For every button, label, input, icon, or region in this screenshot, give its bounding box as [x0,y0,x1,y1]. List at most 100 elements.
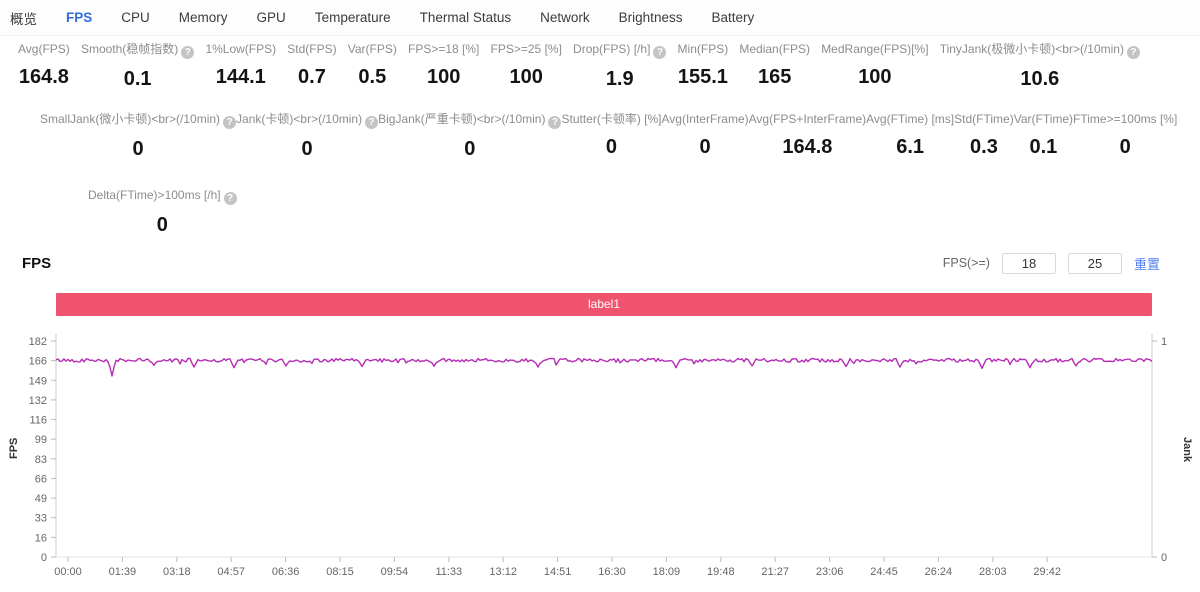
stat-label: Avg(FPS) [18,42,70,56]
stat-card: MedRange(FPS)[%] 100 [821,42,928,89]
stat-card: Var(FTime) 0.1 [1014,112,1073,159]
y-axis-title-fps: FPS [8,438,20,459]
fps-line-series [55,357,1153,377]
stat-label: Var(FPS) [347,42,397,56]
stat-card: Avg(FTime) [ms] 6.1 [866,112,954,159]
section-title: FPS [22,254,52,272]
svg-text:116: 116 [29,415,47,427]
help-icon[interactable]: ? [653,46,667,59]
fps-chart[interactable]: 182 166 149 132 116 99 83 66 49 33 16 0 1 0 00:00 01:39… [0,322,1200,580]
stat-card: 1%Low(FPS) 144.1 [205,42,276,89]
stat-label: Stutter(卡顿率) [%] [561,112,662,126]
top-nav: 概览 FPS CPU Memory GPU Temperature Thermal Stat… [0,0,1200,36]
tab-overview[interactable]: 概览 [10,11,37,27]
svg-text:16:30: 16:30 [598,566,626,578]
tab-battery[interactable]: Battery [711,10,755,25]
stat-card: Drop(FPS) [/h]? 1.9 [573,42,667,91]
stats-row-3: Delta(FTime)>100ms [/h]? 0 [0,180,1200,242]
stat-card: Delta(FTime)>100ms [/h]? 0 [88,188,237,237]
stat-value: 0.5 [358,66,387,88]
stat-label: Jank(卡顿)<br>(/10min)? [236,112,379,129]
stat-card: FTime>=100ms [%] 0 [1073,112,1177,159]
stat-value: 1.9 [605,68,634,90]
svg-text:99: 99 [35,434,47,446]
stat-label: Min(FPS) [677,42,729,56]
stats-row-2: SmallJank(微小卡顿)<br>(/10min)? 0 Jank(卡顿)<br… [0,102,1200,180]
stat-label: Smooth(稳帧指数)? [81,42,195,59]
stat-value: 100 [858,66,892,88]
svg-text:16: 16 [35,532,47,544]
stat-label: BigJank(严重卡顿)<br>(/10min)? [378,112,562,129]
help-icon[interactable]: ? [181,46,195,59]
fps-section-header: FPS FPS(>=) 重置 [0,242,1200,284]
stat-label: SmallJank(微小卡顿)<br>(/10min)? [40,112,237,129]
svg-text:19:48: 19:48 [707,566,735,578]
stat-value: 164.8 [782,136,833,158]
tab-thermal-status[interactable]: Thermal Status [419,10,512,25]
svg-text:149: 149 [29,375,47,387]
help-icon[interactable]: ? [365,116,379,129]
svg-text:166: 166 [29,356,47,368]
tab-temperature[interactable]: Temperature [314,10,391,25]
stat-label: Avg(InterFrame) [661,112,749,126]
svg-text:00:00: 00:00 [54,566,82,578]
fps-threshold-high-input[interactable] [1067,252,1122,274]
stat-card: Std(FPS) 0.7 [287,42,336,89]
tab-memory[interactable]: Memory [178,10,228,25]
help-icon[interactable]: ? [223,192,237,205]
svg-text:03:18: 03:18 [163,566,191,578]
tab-fps[interactable]: FPS [66,10,93,25]
stat-value: 0.1 [1029,136,1058,158]
svg-text:49: 49 [35,493,47,505]
svg-text:18:09: 18:09 [653,566,681,578]
help-icon[interactable]: ? [223,116,237,129]
svg-text:26:24: 26:24 [925,566,953,578]
stat-label: Median(FPS) [739,42,811,56]
stat-label: Std(FPS) [287,42,337,56]
stat-card: Std(FTime) 0.3 [954,112,1014,159]
stat-card: TinyJank(极微小卡顿)<br>(/10min)? 10.6 [940,42,1140,91]
svg-text:06:36: 06:36 [272,566,300,578]
svg-text:23:06: 23:06 [816,566,844,578]
stat-value: 164.8 [18,66,69,88]
stat-label: Avg(FTime) [ms] [866,112,955,126]
stat-label: TinyJank(极微小卡顿)<br>(/10min)? [940,42,1140,59]
stat-label: Delta(FTime)>100ms [/h]? [88,188,237,205]
stat-label: Std(FTime) [954,112,1014,126]
stat-card: BigJank(严重卡顿)<br>(/10min)? 0 [378,112,562,161]
stat-label: FTime>=100ms [%] [1073,112,1178,126]
stat-card: Jank(卡顿)<br>(/10min)? 0 [236,112,379,161]
tab-gpu[interactable]: GPU [256,10,286,25]
svg-text:11:33: 11:33 [435,566,462,578]
legend-label1[interactable]: label1 [56,293,1152,316]
svg-text:09:54: 09:54 [381,566,409,578]
svg-text:28:03: 28:03 [979,566,1007,578]
y-axis-title-jank: Jank [1181,437,1193,463]
tab-cpu[interactable]: CPU [121,10,150,25]
help-icon[interactable]: ? [1126,46,1140,59]
svg-text:66: 66 [35,473,47,485]
svg-text:83: 83 [35,454,47,466]
stat-value: 155.1 [677,66,728,88]
fps-threshold-low-input[interactable] [1001,252,1056,274]
stat-label: MedRange(FPS)[%] [821,42,929,56]
svg-text:0: 0 [41,552,47,564]
svg-text:29:42: 29:42 [1033,566,1061,578]
svg-text:14:51: 14:51 [544,566,572,578]
stat-card: SmallJank(微小卡顿)<br>(/10min)? 0 [40,112,237,161]
stat-value: 0.1 [123,68,152,90]
stat-value: 144.1 [215,66,266,88]
fps-threshold-filter: FPS(>=) 重置 [943,252,1160,274]
help-icon[interactable]: ? [548,116,562,129]
stat-value: 6.1 [896,136,925,158]
reset-button[interactable]: 重置 [1133,256,1160,272]
svg-text:0: 0 [1161,552,1167,564]
stat-label: FPS>=18 [%] [408,42,480,56]
tab-network[interactable]: Network [540,10,590,25]
stat-value: 100 [509,66,543,88]
tab-brightness[interactable]: Brightness [618,10,683,25]
stat-card: Stutter(卡顿率) [%] 0 [561,112,661,159]
stat-value: 0.3 [970,136,998,158]
svg-text:182: 182 [29,336,47,348]
stat-value: 0 [699,136,711,158]
